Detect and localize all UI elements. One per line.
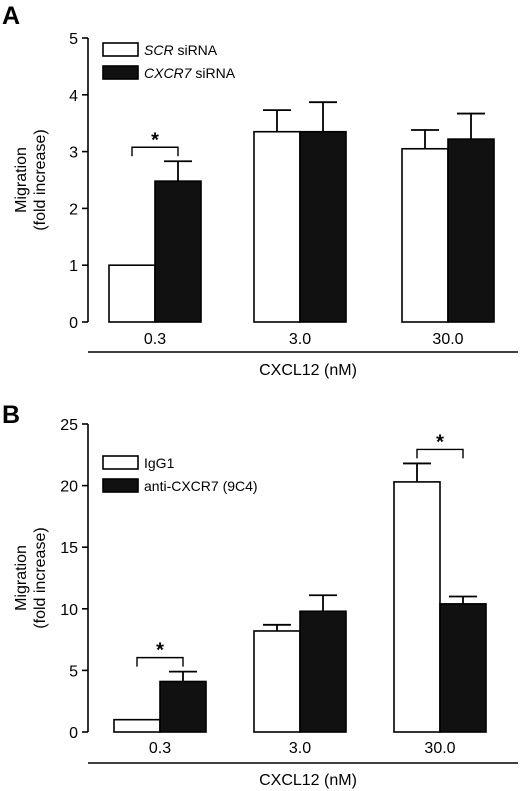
y-axis-label: (fold increase): [32, 527, 49, 628]
bar: [113, 718, 161, 733]
legend-entry: IgG1: [144, 455, 175, 471]
significance-bracket: [131, 146, 179, 157]
legend-series-suffix: siRNA: [174, 42, 218, 58]
legend-series-name: CXCR7: [144, 65, 193, 81]
bar: [299, 610, 347, 733]
legend-entry: CXCR7 siRNA: [144, 65, 236, 81]
bar: [108, 264, 156, 323]
x-category-label: 0.3: [149, 740, 171, 757]
y-tick-label: 20: [60, 479, 78, 496]
y-tick-label: 15: [60, 540, 78, 557]
bar: [439, 603, 487, 733]
legend-series-name: SCR: [144, 42, 174, 58]
bar: [447, 138, 495, 323]
x-category-label: 3.0: [289, 331, 311, 348]
legend-series-name: IgG1: [144, 455, 175, 471]
legend-swatch: [102, 478, 139, 493]
significance-bracket: [136, 656, 184, 667]
legend-swatch: [102, 455, 139, 470]
legend-swatch: [102, 42, 139, 57]
y-tick-label: 3: [69, 145, 78, 162]
panel-label: B: [2, 401, 20, 429]
bar: [401, 147, 449, 323]
bar: [253, 130, 301, 323]
y-tick-label: 5: [69, 31, 78, 48]
y-tick-label: 2: [69, 201, 78, 218]
legend-series-suffix: siRNA: [191, 65, 235, 81]
y-tick-label: 25: [60, 417, 78, 434]
chart-panel-A: A 0 1 2 3 4 5 Migration (fold increase) * 0.3 3.0 30…: [2, 2, 518, 379]
x-category-label: 0.3: [144, 331, 166, 348]
significance-marker: *: [436, 431, 444, 453]
x-category-label: 3.0: [289, 740, 311, 757]
bar: [159, 680, 207, 733]
legend-entry: SCR siRNA: [144, 42, 218, 58]
y-axis-label: Migration: [13, 147, 30, 213]
y-tick-label: 5: [69, 663, 78, 680]
x-category-label: 30.0: [424, 740, 455, 757]
significance-bracket: [416, 448, 464, 459]
panel-label: A: [2, 2, 20, 30]
x-axis-label: CXCL12 (nM): [259, 772, 357, 789]
y-axis-label: (fold increase): [32, 129, 49, 230]
y-axis-label: Migration: [13, 545, 30, 611]
x-axis-label: CXCL12 (nM): [259, 362, 357, 379]
bar: [154, 180, 202, 323]
y-tick-label: 0: [69, 315, 78, 332]
bar: [253, 630, 301, 733]
significance-marker: *: [156, 640, 164, 662]
y-tick-label: 1: [69, 258, 78, 275]
bar: [299, 130, 347, 323]
chart-panel-B: B 0 5 10 15 20 25 Migration (fold increase) * * 0.3…: [2, 401, 518, 789]
y-tick-label: 10: [60, 602, 78, 619]
y-tick-label: 4: [69, 88, 78, 105]
y-tick-label: 0: [69, 725, 78, 742]
significance-marker: *: [151, 129, 159, 151]
legend-series-name: anti-CXCR7 (9C4): [144, 478, 258, 494]
bar: [393, 481, 441, 733]
legend-swatch: [102, 65, 139, 80]
x-category-label: 30.0: [432, 331, 463, 348]
legend-entry: anti-CXCR7 (9C4): [144, 478, 258, 494]
